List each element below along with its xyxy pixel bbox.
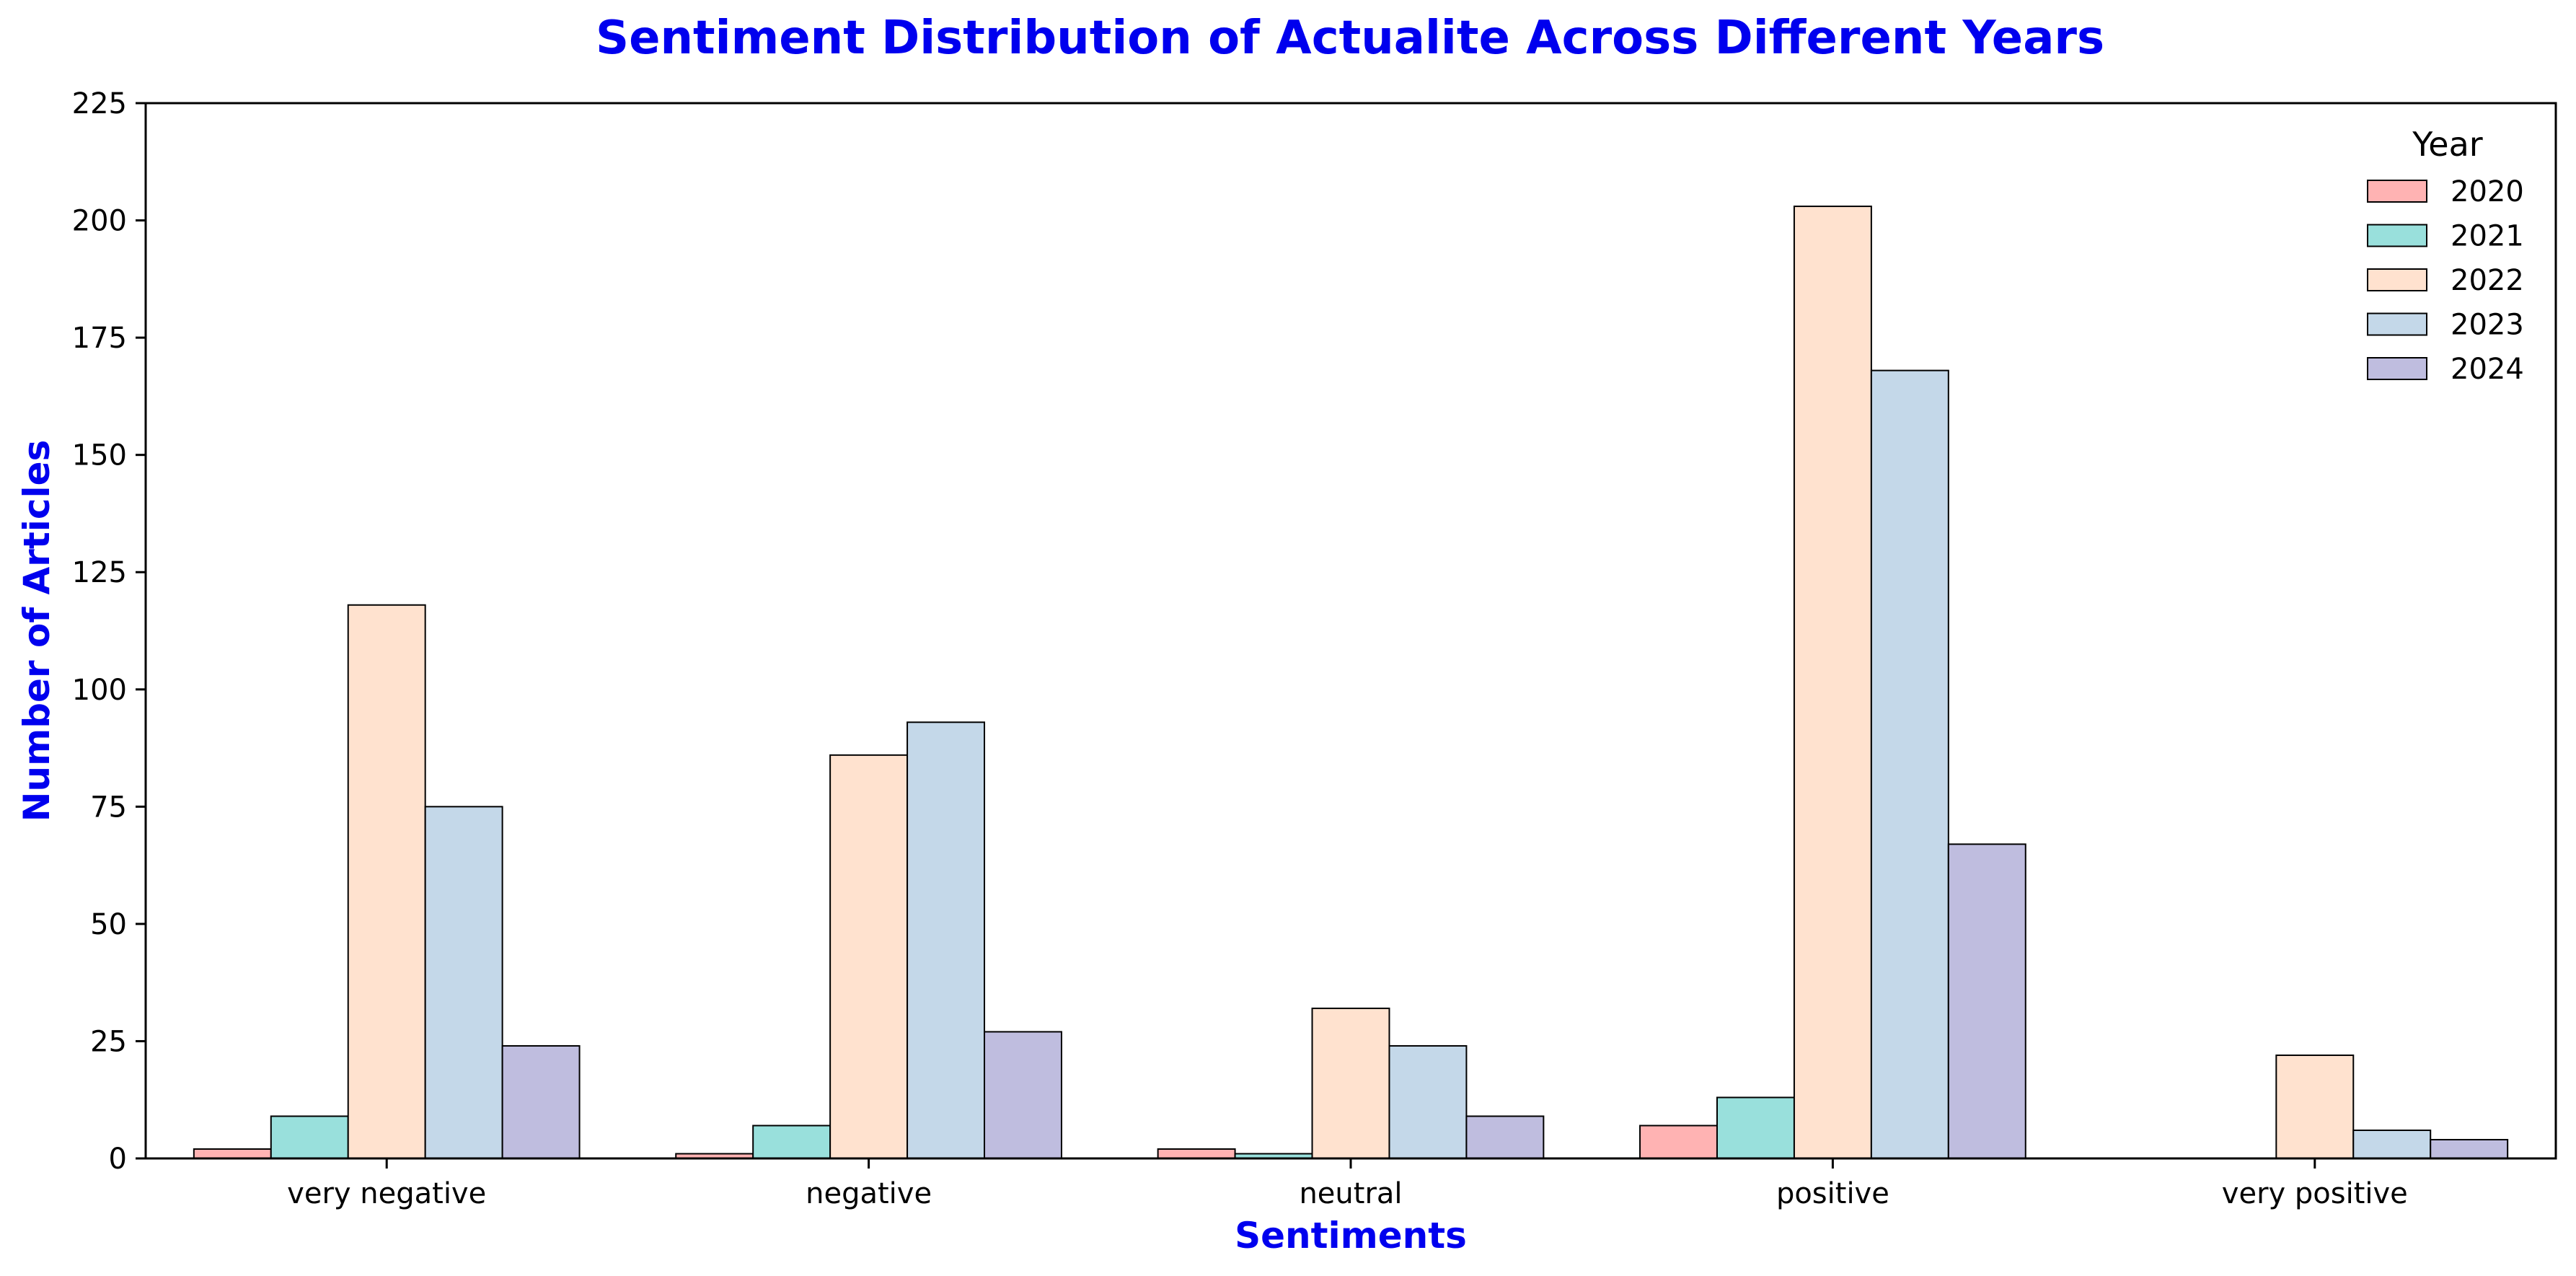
bar-2022-neutral <box>1311 1007 1390 1159</box>
legend-label: 2020 <box>2451 175 2524 208</box>
y-tick-label: 200 <box>72 205 127 238</box>
legend-swatch <box>2367 268 2427 291</box>
x-axis-label: Sentiments <box>1235 1215 1467 1257</box>
legend-label: 2022 <box>2451 264 2524 297</box>
y-tick-label: 75 <box>90 791 127 824</box>
bar-2021-negative <box>752 1125 832 1160</box>
y-tick-label: 150 <box>72 439 127 472</box>
y-tick-label: 0 <box>109 1143 127 1176</box>
legend-label: 2024 <box>2451 353 2524 386</box>
legend-label: 2023 <box>2451 309 2524 342</box>
y-tick-label: 125 <box>72 556 127 589</box>
bar-2022-negative <box>829 754 909 1159</box>
bar-2021-very-negative <box>270 1115 349 1159</box>
y-tick-label: 100 <box>72 674 127 707</box>
bar-2024-negative <box>984 1031 1062 1159</box>
bar-2020-neutral <box>1157 1148 1236 1160</box>
bar-2021-positive <box>1716 1096 1795 1159</box>
bar-2022-very-positive <box>2275 1054 2355 1160</box>
x-axis: very negative negative neutral positive very… <box>287 1158 2408 1210</box>
plot-area <box>193 206 2509 1160</box>
legend-title: Year <box>2412 125 2482 164</box>
x-tick-label: neutral <box>1299 1177 1402 1210</box>
legend-label: 2021 <box>2451 220 2524 253</box>
legend: Year 2020 2021 2022 2023 2024 <box>2367 125 2524 386</box>
bar-2023-very-negative <box>424 806 503 1160</box>
chart-title: Sentiment Distribution of Actualite Acro… <box>596 12 2104 65</box>
bar-2024-very-negative <box>501 1044 581 1159</box>
bar-2024-very-positive <box>2430 1138 2509 1159</box>
legend-swatch <box>2367 224 2427 247</box>
bar-2023-negative <box>907 721 986 1159</box>
bar-2024-neutral <box>1465 1115 1545 1159</box>
y-tick-label: 175 <box>72 322 127 355</box>
bar-2022-very-negative <box>347 604 426 1159</box>
bar-2020-very-negative <box>193 1148 272 1160</box>
axes-frame <box>144 102 2557 1160</box>
y-tick-label: 50 <box>90 908 127 941</box>
y-tick-label: 25 <box>90 1025 127 1058</box>
legend-swatch <box>2367 357 2427 380</box>
x-tick-label: very negative <box>287 1177 486 1210</box>
y-tick-label: 225 <box>72 87 127 120</box>
x-tick-label: very positive <box>2222 1177 2408 1210</box>
bar-2023-neutral <box>1388 1044 1468 1159</box>
legend-swatch <box>2367 180 2427 203</box>
y-axis: 0 25 50 75 100 125 150 175 200 225 <box>72 87 146 1176</box>
bar-2024-positive <box>1947 843 2026 1159</box>
bar-2022-positive <box>1793 206 1872 1160</box>
legend-swatch <box>2367 312 2427 336</box>
y-axis-label: Number of Articles <box>16 440 58 822</box>
x-tick-label: positive <box>1776 1177 1889 1210</box>
bar-2023-positive <box>1870 369 1949 1159</box>
x-tick-label: negative <box>806 1177 932 1210</box>
bar-2020-positive <box>1639 1125 1718 1160</box>
bar-2023-very-positive <box>2352 1129 2432 1160</box>
